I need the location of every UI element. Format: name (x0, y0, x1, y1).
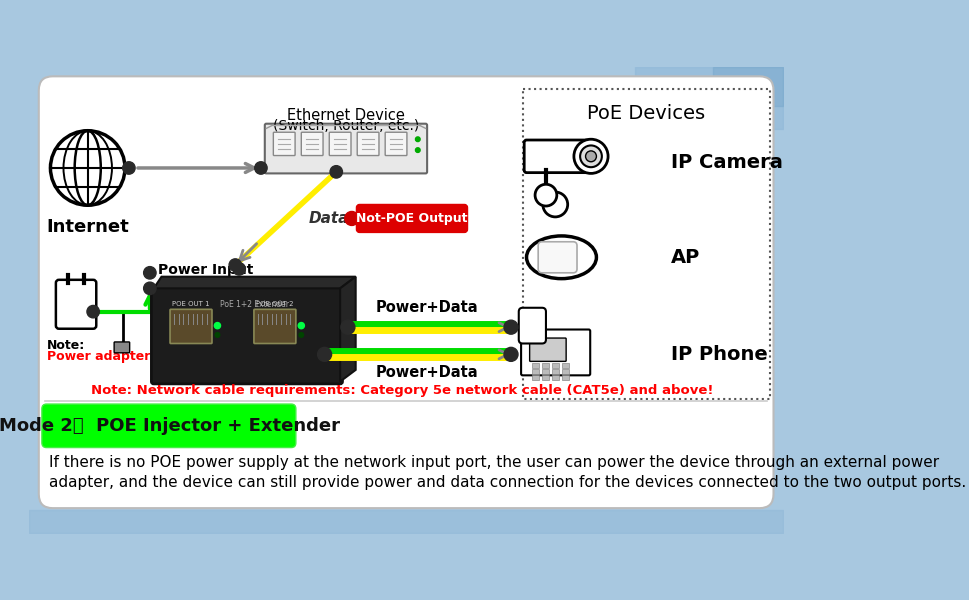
Bar (542, 369, 548, 374)
FancyBboxPatch shape (273, 132, 295, 155)
Text: AP: AP (671, 248, 700, 267)
Text: PoE Devices: PoE Devices (586, 104, 704, 123)
Bar (551, 376, 558, 380)
Text: Data: Data (309, 211, 349, 226)
Circle shape (504, 320, 517, 334)
FancyBboxPatch shape (538, 242, 577, 273)
Circle shape (344, 211, 359, 226)
Text: IP Phone: IP Phone (671, 345, 766, 364)
FancyBboxPatch shape (301, 132, 323, 155)
Bar (531, 363, 539, 368)
Circle shape (255, 162, 266, 174)
FancyBboxPatch shape (170, 310, 212, 343)
FancyBboxPatch shape (523, 140, 590, 173)
Circle shape (298, 332, 303, 337)
Circle shape (535, 184, 556, 206)
FancyBboxPatch shape (529, 338, 566, 361)
Polygon shape (153, 277, 356, 289)
Bar (551, 363, 558, 368)
Text: Internet: Internet (47, 218, 129, 236)
Bar (562, 363, 569, 368)
Circle shape (229, 259, 241, 271)
FancyBboxPatch shape (357, 132, 379, 155)
Bar (551, 369, 558, 374)
Polygon shape (340, 277, 356, 382)
Circle shape (585, 151, 596, 162)
Circle shape (543, 192, 567, 217)
Text: Mode 2：  POE Injector + Extender: Mode 2： POE Injector + Extender (0, 417, 339, 435)
FancyBboxPatch shape (265, 124, 426, 173)
Circle shape (215, 332, 220, 337)
Bar (562, 376, 569, 380)
FancyBboxPatch shape (42, 404, 296, 448)
Bar (542, 363, 548, 368)
Circle shape (329, 166, 342, 178)
Text: Ethernet Device: Ethernet Device (287, 108, 404, 123)
Circle shape (297, 323, 304, 329)
Text: If there is no POE power supply at the network input port, the user can power th: If there is no POE power supply at the n… (48, 455, 938, 470)
FancyBboxPatch shape (385, 132, 407, 155)
Circle shape (143, 266, 156, 279)
Circle shape (233, 263, 245, 275)
FancyBboxPatch shape (39, 76, 772, 508)
FancyBboxPatch shape (114, 342, 130, 353)
Circle shape (122, 162, 135, 174)
FancyBboxPatch shape (518, 308, 546, 343)
Text: POE OUT 2: POE OUT 2 (256, 301, 294, 307)
Circle shape (574, 139, 608, 173)
Circle shape (317, 347, 331, 361)
Text: adapter, and the device can still provide power and data connection for the devi: adapter, and the device can still provid… (48, 475, 965, 490)
Text: IP Camera: IP Camera (671, 153, 782, 172)
FancyBboxPatch shape (356, 205, 467, 232)
Circle shape (340, 320, 355, 334)
Circle shape (214, 323, 220, 329)
Bar (522, 89, 768, 400)
Circle shape (415, 137, 420, 142)
Circle shape (415, 148, 420, 152)
Bar (562, 369, 569, 374)
Text: (Switch, Router, etc.): (Switch, Router, etc.) (272, 119, 419, 133)
FancyBboxPatch shape (254, 310, 296, 343)
Circle shape (504, 347, 517, 361)
Text: Power+Data: Power+Data (375, 300, 478, 315)
FancyBboxPatch shape (151, 286, 342, 384)
FancyBboxPatch shape (56, 280, 96, 329)
Circle shape (579, 145, 601, 167)
Text: Note:: Note: (47, 339, 84, 352)
FancyBboxPatch shape (328, 132, 351, 155)
Text: Note: Network cable requirements: Category 5e network cable (CAT5e) and above!: Note: Network cable requirements: Catego… (91, 384, 713, 397)
Text: PoE 1+2 Extender: PoE 1+2 Extender (220, 300, 289, 309)
Text: Power adapter not included.: Power adapter not included. (47, 350, 246, 364)
Text: Power Input: Power Input (157, 263, 253, 277)
Text: Not-POE Output: Not-POE Output (356, 212, 467, 225)
Circle shape (87, 305, 99, 318)
Text: Power+Data: Power+Data (375, 365, 478, 380)
Bar (531, 376, 539, 380)
FancyBboxPatch shape (520, 329, 589, 376)
Circle shape (143, 282, 156, 295)
Text: POE OUT 1: POE OUT 1 (172, 301, 209, 307)
Bar (542, 376, 548, 380)
Bar (531, 369, 539, 374)
